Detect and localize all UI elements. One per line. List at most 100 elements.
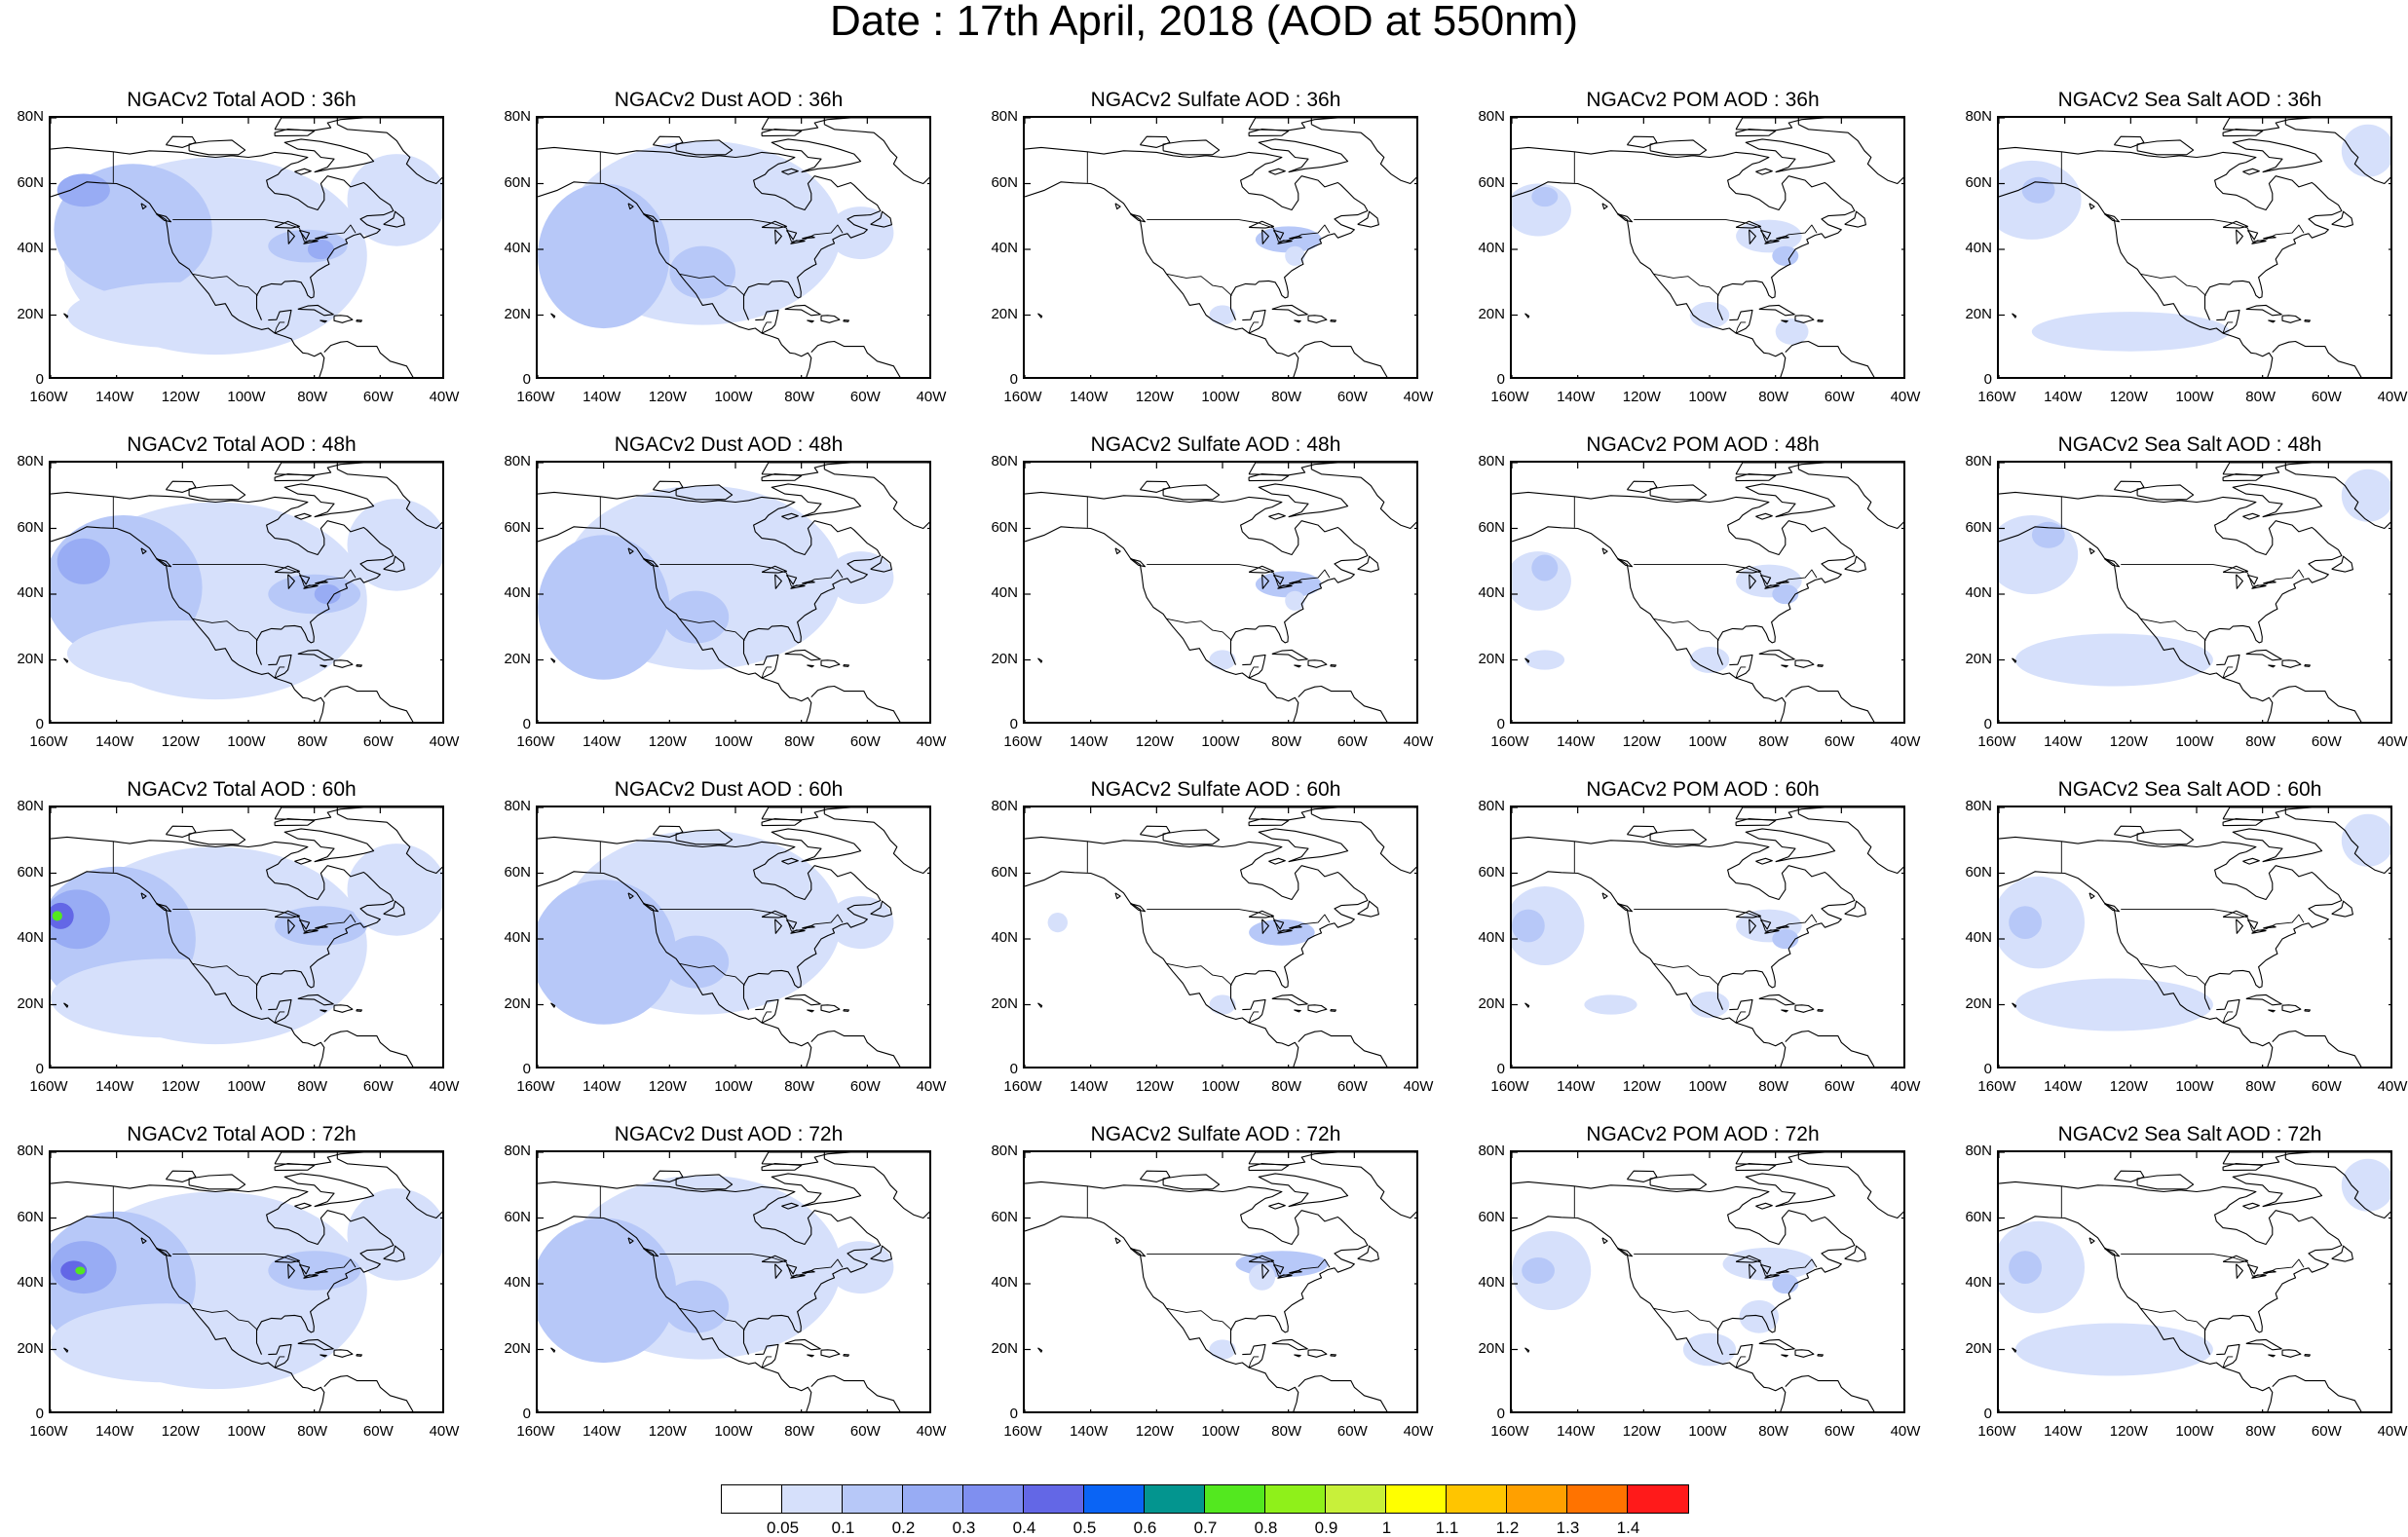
coastline [1999,836,2343,1010]
x-tick-label: 120W [1622,733,1661,750]
colorbar-swatch [1386,1485,1447,1513]
aod-contour-region [2014,978,2213,1031]
coastline [2012,1002,2017,1008]
x-tick-label: 140W [1070,1078,1109,1095]
aod-map [1999,807,2390,1067]
x-tick-label: 80W [784,733,815,750]
coastline [1649,139,1708,156]
coastline [1512,836,1856,1010]
aod-contour-region [538,1218,677,1364]
coastline [1797,463,1903,530]
y-tick-label: 80N [991,1143,1018,1159]
x-tick-label: 40W [429,1078,460,1095]
political-border [659,909,844,932]
aod-contour-region [1739,1299,1780,1333]
x-tick-label: 100W [1201,733,1240,750]
x-tick-label: 60W [1824,733,1855,750]
coastline [165,135,197,148]
political-border [274,1356,285,1368]
panel-title: NGACv2 Sulfate AOD : 72h [1090,1123,1341,1145]
coastline [2251,240,2267,244]
aod-map [51,1152,442,1411]
coastline [755,309,779,334]
aod-shading [1999,813,2390,1031]
coastline [1261,229,1269,244]
colorbar-label: 0.5 [1072,1518,1097,1537]
coastline [1037,313,1043,319]
x-tick-label: 80W [1271,733,1302,750]
y-tick-label: 80N [1965,1143,1992,1159]
basemap-lines [538,463,929,722]
coastline [1294,1009,1301,1013]
coastline [1242,309,1266,334]
axis-ticks [51,1152,442,1411]
political-border [1735,1356,1747,1368]
coastline [538,836,882,1010]
x-tick-label: 80W [1758,1078,1789,1095]
x-tick-label: 140W [2044,733,2083,750]
coastline [356,1354,362,1357]
y-tick-label: 60N [1965,173,1992,191]
coastline [1999,181,2274,377]
basemap-lines [51,1152,442,1411]
aod-contour-region [1209,305,1236,325]
coastline [1626,825,1658,838]
coastline [2245,304,2282,317]
x-tick-label: 100W [1688,1423,1727,1440]
y-tick-label: 0 [1983,371,1992,388]
political-border [1634,564,1818,587]
aod-contour-region [2021,176,2055,204]
coastline [755,654,779,679]
x-tick-label: 80W [784,1078,815,1095]
coastline [1025,526,1299,722]
y-tick-label: 80N [1478,453,1505,469]
coastline [2088,547,2095,555]
political-border [2140,273,2206,296]
political-border [679,962,745,986]
colorbar-swatch [1205,1485,1265,1513]
coastline [1271,1338,1308,1351]
coastline [652,135,684,148]
political-border [2222,321,2234,334]
x-tick-label: 40W [916,389,947,405]
aod-contour-region [538,183,670,329]
coastline [771,1173,862,1208]
coastline [1759,574,1772,585]
aod-contour-region [1209,994,1236,1015]
coastline [274,128,316,137]
aod-map [1025,1152,1416,1411]
map-plot-area [1023,806,1418,1068]
coastline [1129,903,1147,913]
x-tick-label: 140W [2044,1078,2083,1095]
map-plot-area [536,116,931,379]
coastline [1999,146,2343,320]
coastline [2136,829,2195,845]
coastline [1272,574,1285,585]
x-tick-label: 40W [2377,733,2408,750]
x-tick-label: 60W [849,1078,881,1095]
coastline [652,1170,684,1182]
coastline [1025,836,1369,1010]
coastline [1357,1245,1379,1262]
y-tick-label: 80N [17,798,44,814]
coastline [1649,829,1708,845]
x-tick-label: 160W [29,389,68,405]
coastline [843,1009,849,1012]
y-tick-label: 60N [504,173,531,191]
coastline [1999,1181,2343,1355]
axis-ticks [1025,807,1416,1067]
x-tick-label: 100W [2175,733,2214,750]
map-plot-area [1997,116,2392,379]
political-border [192,273,258,296]
x-tick-label: 40W [1403,733,1434,750]
coastline [1025,491,1369,665]
coastline [303,584,319,589]
y-tick-label: 0 [1496,1061,1505,1077]
political-border [761,321,772,334]
coastline [2268,319,2276,323]
coastline [761,128,803,137]
y-tick-label: 0 [1009,1061,1018,1077]
coastline [1785,340,1875,377]
coastline [1797,118,1903,185]
coastline [1025,871,1299,1067]
